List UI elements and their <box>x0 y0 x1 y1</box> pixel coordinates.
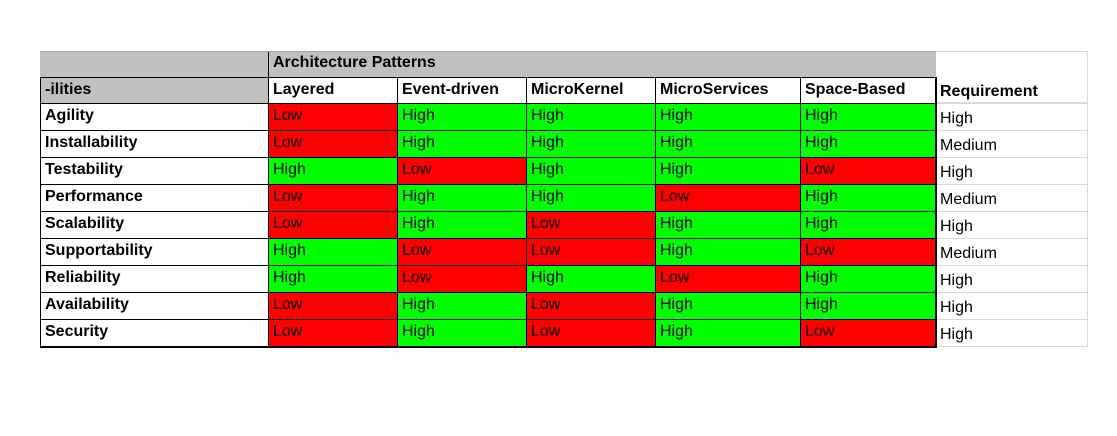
pattern-header-event-driven: Event-driven <box>397 77 526 104</box>
rating-cell-testability-space-based: Low <box>800 158 936 185</box>
rating-cell-agility-microkernel: High <box>526 104 655 131</box>
ility-label-scalability: Scalability <box>40 212 268 239</box>
rating-cell-testability-microkernel: High <box>526 158 655 185</box>
requirement-cell-installability: Medium <box>936 131 1088 158</box>
rating-cell-testability-layered: High <box>268 158 397 185</box>
rating-cell-installability-layered: Low <box>268 131 397 158</box>
rating-cell-security-layered: Low <box>268 320 397 347</box>
rating-cell-agility-microservices: High <box>655 104 800 131</box>
pattern-header-space-based: Space-Based <box>800 77 936 104</box>
ility-label-supportability: Supportability <box>40 239 268 266</box>
rating-cell-reliability-space-based: High <box>800 266 936 293</box>
rating-cell-agility-event-driven: High <box>397 104 526 131</box>
ility-label-testability: Testability <box>40 158 268 185</box>
requirement-cell-security: High <box>936 320 1088 347</box>
rating-cell-availability-event-driven: High <box>397 293 526 320</box>
pattern-header-layered: Layered <box>268 77 397 104</box>
requirement-cell-reliability: High <box>936 266 1088 293</box>
ilities-header: -ilities <box>40 77 268 104</box>
rating-cell-supportability-microkernel: Low <box>526 239 655 266</box>
requirement-cell-supportability: Medium <box>936 239 1088 266</box>
rating-cell-reliability-layered: High <box>268 266 397 293</box>
rating-cell-testability-event-driven: Low <box>397 158 526 185</box>
ility-label-performance: Performance <box>40 185 268 212</box>
pattern-header-microkernel: MicroKernel <box>526 77 655 104</box>
rating-cell-availability-layered: Low <box>268 293 397 320</box>
ility-label-reliability: Reliability <box>40 266 268 293</box>
pattern-header-microservices: MicroServices <box>655 77 800 104</box>
rating-cell-performance-microkernel: High <box>526 185 655 212</box>
requirement-cell-scalability: High <box>936 212 1088 239</box>
requirement-cell-testability: High <box>936 158 1088 185</box>
rating-cell-scalability-layered: Low <box>268 212 397 239</box>
rating-cell-scalability-space-based: High <box>800 212 936 239</box>
rating-cell-agility-space-based: High <box>800 104 936 131</box>
header-blank-cell <box>40 51 268 77</box>
rating-cell-testability-microservices: High <box>655 158 800 185</box>
header-top-line <box>40 51 936 52</box>
ility-label-agility: Agility <box>40 104 268 131</box>
ility-label-availability: Availability <box>40 293 268 320</box>
rating-cell-security-space-based: Low <box>800 320 936 347</box>
requirement-cell-agility: High <box>936 104 1088 131</box>
ility-label-installability: Installability <box>40 131 268 158</box>
rating-cell-supportability-microservices: High <box>655 239 800 266</box>
rating-cell-installability-space-based: High <box>800 131 936 158</box>
rating-cell-security-microservices: High <box>655 320 800 347</box>
rating-cell-scalability-event-driven: High <box>397 212 526 239</box>
rating-cell-performance-layered: Low <box>268 185 397 212</box>
rating-cell-scalability-microservices: High <box>655 212 800 239</box>
requirement-header: Requirement <box>936 77 1088 104</box>
rating-cell-reliability-microservices: Low <box>655 266 800 293</box>
rating-cell-agility-layered: Low <box>268 104 397 131</box>
rating-cell-installability-microkernel: High <box>526 131 655 158</box>
rating-cell-supportability-event-driven: Low <box>397 239 526 266</box>
rating-cell-availability-microservices: High <box>655 293 800 320</box>
rating-cell-security-microkernel: Low <box>526 320 655 347</box>
rating-cell-installability-microservices: High <box>655 131 800 158</box>
rating-cell-supportability-space-based: Low <box>800 239 936 266</box>
requirement-cell-availability: High <box>936 293 1088 320</box>
requirement-cell-performance: Medium <box>936 185 1088 212</box>
rating-cell-performance-microservices: Low <box>655 185 800 212</box>
rating-cell-installability-event-driven: High <box>397 131 526 158</box>
rating-cell-supportability-layered: High <box>268 239 397 266</box>
rating-cell-performance-space-based: High <box>800 185 936 212</box>
ility-label-security: Security <box>40 320 268 347</box>
rating-cell-availability-space-based: High <box>800 293 936 320</box>
rating-cell-scalability-microkernel: Low <box>526 212 655 239</box>
rating-cell-performance-event-driven: High <box>397 185 526 212</box>
rating-cell-security-event-driven: High <box>397 320 526 347</box>
rating-cell-availability-microkernel: Low <box>526 293 655 320</box>
rating-cell-reliability-microkernel: High <box>526 266 655 293</box>
group-header: Architecture Patterns <box>268 51 936 77</box>
rating-cell-reliability-event-driven: Low <box>397 266 526 293</box>
